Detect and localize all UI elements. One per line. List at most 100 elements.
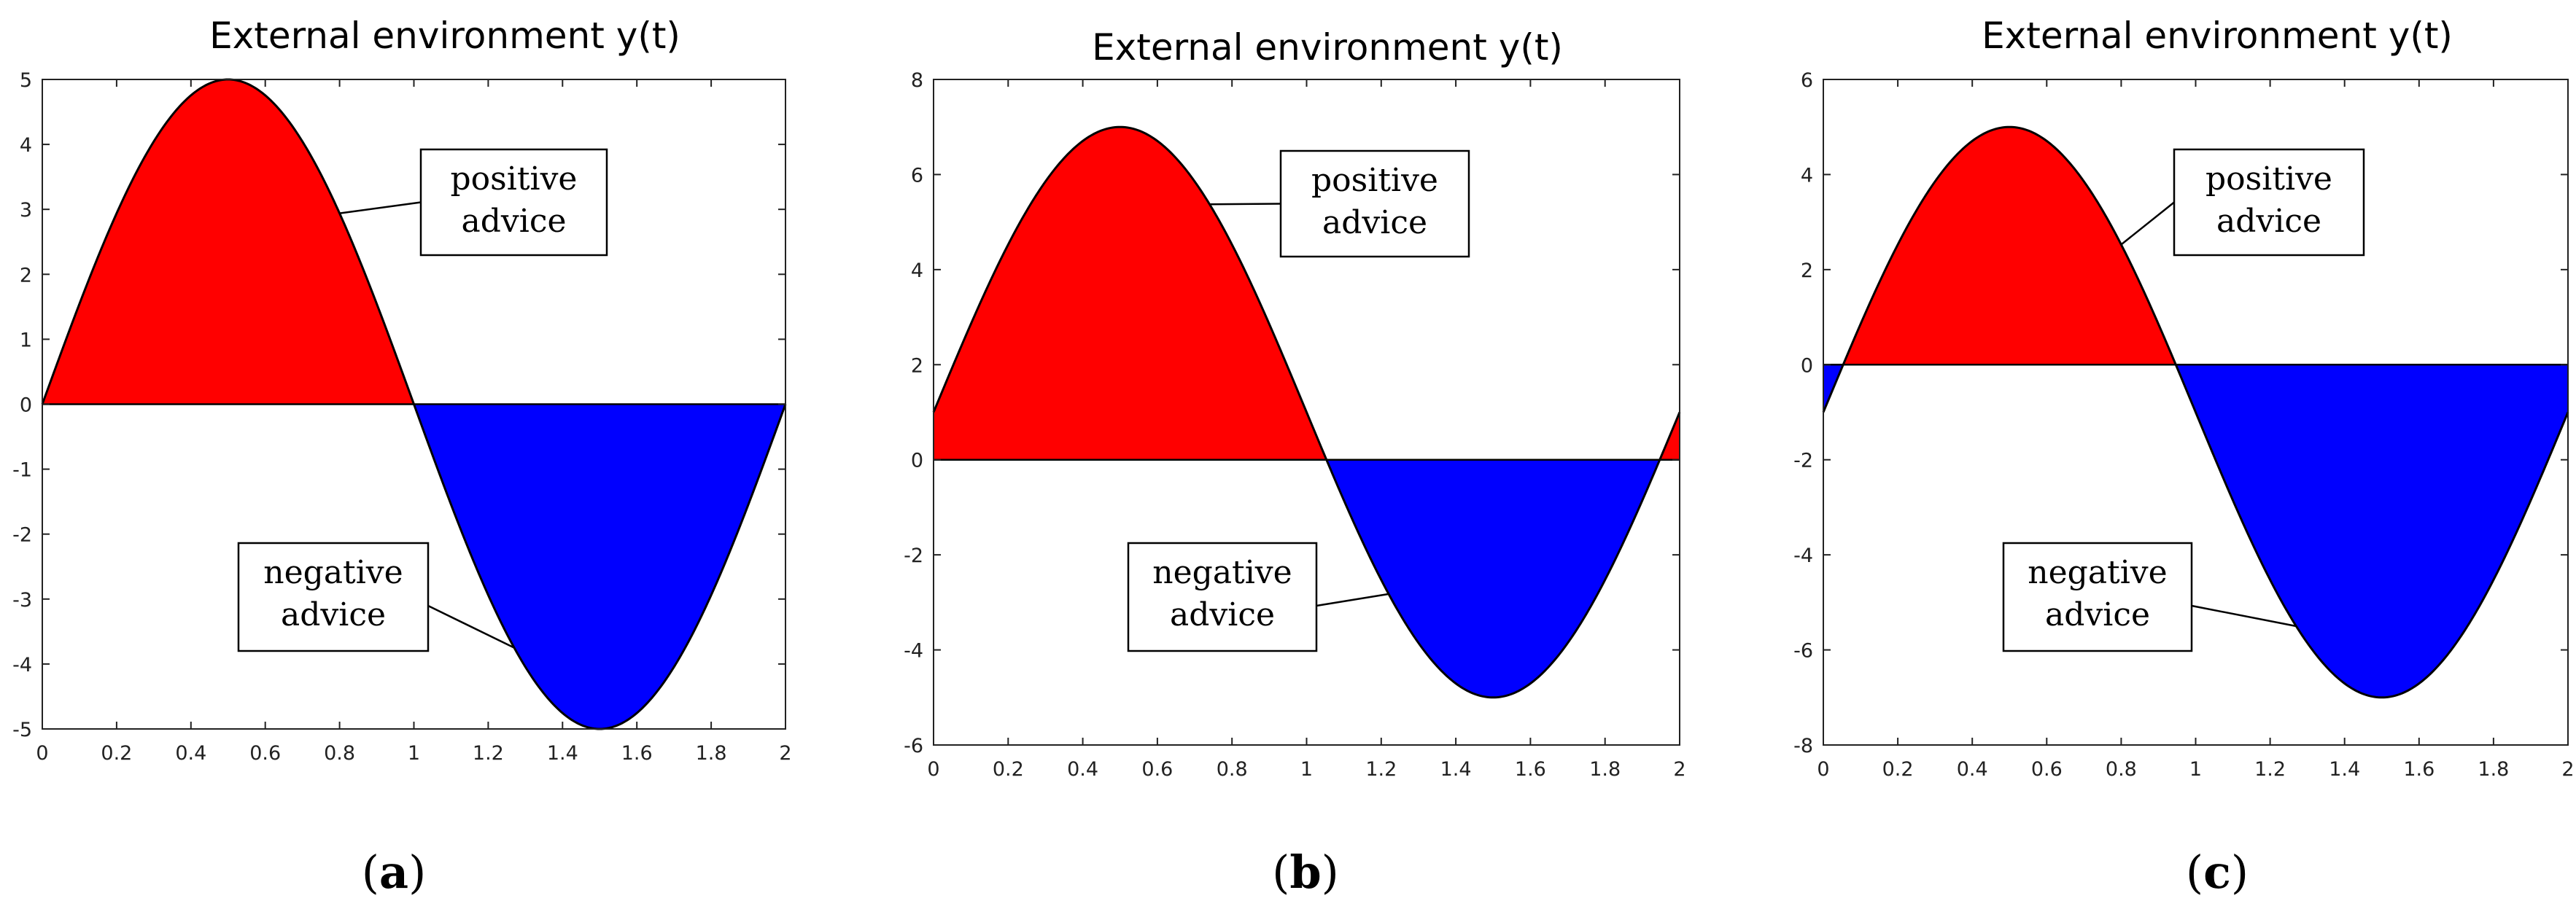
x-tick-label: 0.8 — [324, 742, 355, 765]
x-tick-label: 2 — [779, 742, 791, 765]
annotation-leader — [427, 604, 515, 649]
annotation-leader — [1316, 593, 1389, 607]
annotation-leader — [339, 201, 422, 214]
chart-panel-a: External environment y(t) 0 0.2 0.4 0.6 0.8 1 1… — [12, 15, 792, 899]
x-tick-label: 0.4 — [1957, 758, 1988, 781]
x-tick-label: 1.2 — [2254, 758, 2286, 781]
x-tick-label: 0.8 — [2106, 758, 2137, 781]
y-tick-label: -2 — [1793, 450, 1813, 472]
y-tick-label: -2 — [12, 524, 32, 547]
x-tick-label: 0.8 — [1217, 758, 1248, 781]
y-tick-label: 3 — [20, 199, 32, 222]
chart-panel-c: External environment y(t) 0 0.2 0.4 0.6 0.8 1 1… — [1793, 15, 2575, 899]
x-tick-label: 1.6 — [2403, 758, 2435, 781]
y-tick-label: 2 — [1801, 260, 1813, 282]
annotation-box — [1127, 542, 1318, 652]
positive-area — [934, 127, 1680, 460]
annotation-positive-text: advice — [1322, 204, 1427, 241]
negative-area — [1823, 364, 2568, 698]
negative-area — [42, 404, 785, 729]
y-tick-label: -2 — [904, 545, 923, 567]
x-tick-label: 1 — [1300, 758, 1313, 781]
x-tick-label: 0 — [36, 742, 48, 765]
y-tick-label: 8 — [911, 69, 923, 92]
negative-area — [934, 459, 1680, 698]
annotation-positive-text: positive — [1311, 162, 1438, 199]
x-tick-label: 0.6 — [249, 742, 281, 765]
chart-title: External environment y(t) — [209, 15, 680, 57]
x-tick-label: 0.6 — [1141, 758, 1173, 781]
chart-title: External environment y(t) — [1092, 26, 1563, 69]
y-tick-label: -4 — [904, 640, 923, 663]
positive-area — [1823, 127, 2568, 365]
x-tick-label: 0.4 — [175, 742, 206, 765]
y-tick-label: -4 — [1793, 545, 1813, 567]
x-tick-label: 0.2 — [993, 758, 1024, 781]
series-line — [932, 125, 1681, 699]
annotation-box — [237, 542, 430, 652]
x-tick-label: 1 — [2189, 758, 2202, 781]
x-tick-label: 0.2 — [1882, 758, 1914, 781]
y-tick-label: 2 — [20, 264, 32, 286]
panel-caption: (a) — [362, 846, 427, 899]
x-tick-label: 1.4 — [547, 742, 578, 765]
y-tick-label: -4 — [12, 654, 32, 676]
annotation-negative-text: negative — [1152, 554, 1292, 591]
positive-area — [42, 79, 785, 405]
annotation-negative-text: advice — [2045, 596, 2150, 633]
x-tick-label: 0.4 — [1067, 758, 1098, 781]
x-tick-label: 1.8 — [1589, 758, 1621, 781]
panel-caption: (b) — [1272, 846, 1339, 899]
x-tick-label: 0.6 — [2031, 758, 2063, 781]
y-tick-label: 4 — [20, 134, 32, 157]
y-tick-label: -6 — [1793, 640, 1813, 663]
annotation-negative-text: advice — [1170, 596, 1275, 633]
x-tick-label: 1.8 — [696, 742, 727, 765]
x-tick-label: 0 — [927, 758, 939, 781]
chart-panel-b: External environment y(t) 0 0.2 0.4 0.6 0.8 1 1… — [904, 26, 1686, 899]
annotation-leader — [2191, 604, 2297, 628]
y-tick-label: 2 — [911, 354, 923, 377]
x-tick-label: 1.6 — [621, 742, 653, 765]
y-tick-label: 0 — [20, 394, 32, 417]
annotation-box — [1279, 149, 1470, 258]
x-tick-label: 1.6 — [1515, 758, 1546, 781]
x-tick-label: 2 — [2561, 758, 2574, 781]
annotation-positive-text: positive — [2205, 160, 2332, 198]
x-tick-label: 1.2 — [473, 742, 504, 765]
x-tick-label: 2 — [1673, 758, 1685, 781]
y-tick-label: 1 — [20, 329, 32, 351]
annotation-box — [2173, 148, 2365, 257]
y-tick-label: 6 — [1801, 69, 1813, 92]
annotation-positive-text: advice — [461, 203, 566, 240]
y-tick-label: 4 — [1801, 164, 1813, 187]
annotation-box — [2002, 542, 2193, 652]
annotation-positive-text: advice — [2216, 203, 2321, 240]
series-line — [1822, 125, 2569, 699]
panel-caption: (c) — [2186, 846, 2249, 899]
y-tick-label: -8 — [1793, 735, 1813, 757]
x-tick-label: 0.2 — [101, 742, 132, 765]
annotation-leader — [2120, 201, 2175, 246]
x-tick-label: 1.8 — [2478, 758, 2509, 781]
annotation-negative-text: negative — [2028, 554, 2167, 591]
chart-title: External environment y(t) — [1982, 15, 2453, 57]
y-tick-label: 6 — [911, 164, 923, 187]
y-tick-label: -5 — [12, 719, 32, 741]
annotation-leader — [1209, 203, 1281, 206]
y-tick-label: 5 — [20, 69, 32, 92]
x-tick-label: 1.4 — [1440, 758, 1472, 781]
y-tick-label: 0 — [1801, 354, 1813, 377]
x-tick-label: 1.4 — [2329, 758, 2360, 781]
y-tick-label: -6 — [904, 735, 923, 757]
y-tick-label: 0 — [911, 450, 923, 472]
x-tick-label: 1.2 — [1365, 758, 1397, 781]
y-tick-label: 4 — [911, 260, 923, 282]
y-tick-label: -1 — [12, 459, 32, 482]
annotation-negative-text: negative — [263, 554, 403, 591]
annotation-box — [419, 148, 608, 257]
annotation-negative-text: advice — [281, 596, 386, 633]
x-tick-label: 0 — [1817, 758, 1829, 781]
y-tick-label: -3 — [12, 589, 32, 612]
